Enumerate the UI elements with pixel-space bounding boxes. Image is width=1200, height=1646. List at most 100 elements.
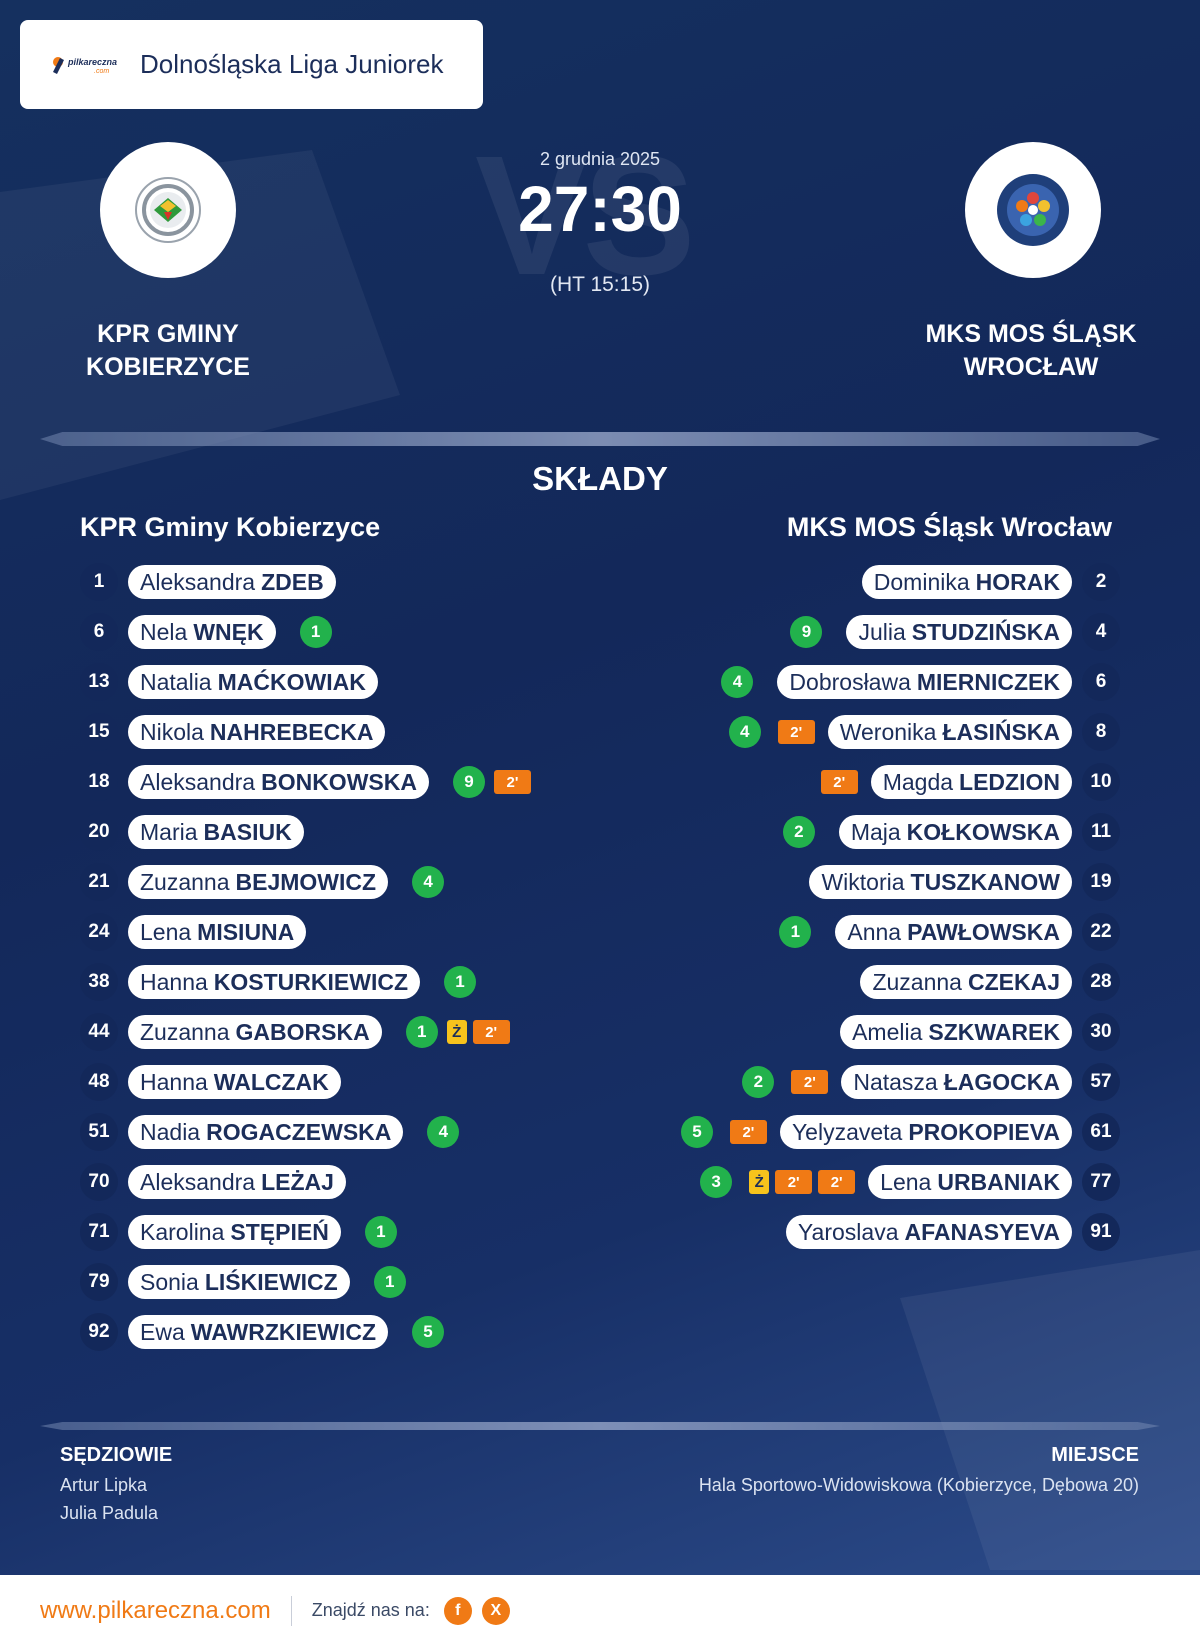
player-name[interactable]: Zuzanna BEJMOWICZ xyxy=(128,865,389,899)
player-last-name: LEŻAJ xyxy=(261,1168,334,1195)
player-first-name: Anna xyxy=(847,918,902,945)
player-name[interactable]: Aleksandra BONKOWSKA xyxy=(128,765,429,799)
player-name[interactable]: Wiktoria TUSZKANOW xyxy=(809,865,1072,899)
player-name[interactable]: Hanna KOSTURKIEWICZ xyxy=(128,965,420,999)
player-row[interactable]: 13 Natalia MAĆKOWIAK xyxy=(80,657,534,707)
player-first-name: Weronika xyxy=(839,718,937,745)
player-row[interactable]: 92 Ewa WAWRZKIEWICZ 5 xyxy=(80,1307,534,1357)
referees-title: SĘDZIOWIE xyxy=(60,1444,173,1466)
player-row[interactable]: 11 Maja KOŁKOWSKA 2 xyxy=(675,807,1120,857)
player-row[interactable]: 22 Anna PAWŁOWSKA 1 xyxy=(675,907,1120,957)
player-row[interactable]: 18 Aleksandra BONKOWSKA 9 2' xyxy=(80,757,534,807)
player-last-name: ZDEB xyxy=(261,568,324,595)
player-number: 22 xyxy=(1082,913,1120,951)
player-row[interactable]: 61 Yelyzaveta PROKOPIEVA 2' 5 xyxy=(675,1107,1120,1157)
player-name[interactable]: Yaroslava AFANASYEVA xyxy=(785,1215,1072,1249)
player-number: 79 xyxy=(80,1263,118,1301)
x-icon[interactable]: X xyxy=(481,1596,510,1625)
player-row[interactable]: 71 Karolina STĘPIEŃ 1 xyxy=(80,1207,534,1257)
player-name[interactable]: Julia STUDZIŃSKA xyxy=(846,615,1072,649)
player-row[interactable]: 20 Maria BASIUK xyxy=(80,807,534,857)
player-name[interactable]: Amelia SZKWAREK xyxy=(840,1015,1072,1049)
player-number: 48 xyxy=(80,1063,118,1101)
player-row[interactable]: 38 Hanna KOSTURKIEWICZ 1 xyxy=(80,957,534,1007)
player-number: 19 xyxy=(1082,863,1120,901)
player-row[interactable]: 2 Dominika HORAK xyxy=(675,557,1120,607)
venue-title: MIEJSCE xyxy=(1051,1444,1139,1466)
player-first-name: Aleksandra xyxy=(140,568,256,595)
player-name[interactable]: Zuzanna GABORSKA xyxy=(128,1015,382,1049)
player-last-name: WALCZAK xyxy=(213,1068,329,1095)
player-name[interactable]: Lena MISIUNA xyxy=(128,915,307,949)
player-name[interactable]: Karolina STĘPIEŃ xyxy=(128,1215,341,1249)
pilkareczna-logo[interactable]: pilkareczna .com xyxy=(50,50,122,80)
player-name[interactable]: Maja KOŁKOWSKA xyxy=(838,815,1072,849)
player-name[interactable]: Natasza ŁAGOCKA xyxy=(841,1065,1072,1099)
player-row[interactable]: 51 Nadia ROGACZEWSKA 4 xyxy=(80,1107,534,1157)
player-name[interactable]: Weronika ŁASIŃSKA xyxy=(827,715,1072,749)
svg-text:.com: .com xyxy=(94,68,109,75)
player-name[interactable]: Dominika HORAK xyxy=(861,565,1072,599)
player-row[interactable]: 1 Aleksandra ZDEB xyxy=(80,557,534,607)
player-row[interactable]: 48 Hanna WALCZAK xyxy=(80,1057,534,1107)
player-name[interactable]: Magda LEDZION xyxy=(870,765,1072,799)
player-row[interactable]: 30 Amelia SZKWAREK xyxy=(675,1007,1120,1057)
player-row[interactable]: 57 Natasza ŁAGOCKA 2' 2 xyxy=(675,1057,1120,1107)
player-last-name: ŁASIŃSKA xyxy=(942,718,1060,745)
player-first-name: Lena xyxy=(140,918,192,945)
player-first-name: Natasza xyxy=(853,1068,938,1095)
player-first-name: Aleksandra xyxy=(140,768,256,795)
player-number: 13 xyxy=(80,663,118,701)
league-title: Dolnośląska Liga Juniorek xyxy=(140,49,444,79)
home-team-name[interactable]: KPR GMINY KOBIERZYCE xyxy=(38,318,298,384)
player-number: 71 xyxy=(80,1213,118,1251)
player-name[interactable]: Maria BASIUK xyxy=(128,815,304,849)
player-number: 18 xyxy=(80,763,118,801)
goals-badge: 4 xyxy=(728,716,761,748)
player-name[interactable]: Nadia ROGACZEWSKA xyxy=(128,1115,404,1149)
home-team-crest[interactable] xyxy=(100,142,236,278)
goals-badge: 1 xyxy=(373,1266,406,1298)
player-last-name: LIŚKIEWICZ xyxy=(204,1268,338,1295)
player-row[interactable]: 44 Zuzanna GABORSKA 1 Ż 2' xyxy=(80,1007,534,1057)
player-row[interactable]: 21 Zuzanna BEJMOWICZ 4 xyxy=(80,857,534,907)
venue-name: Hala Sportowo-Widowiskowa (Kobierzyce, D… xyxy=(698,1475,1139,1495)
player-row[interactable]: 15 Nikola NAHREBECKA xyxy=(80,707,534,757)
player-row[interactable]: 4 Julia STUDZIŃSKA 9 xyxy=(675,607,1120,657)
player-name[interactable]: Lena URBANIAK xyxy=(868,1165,1072,1199)
player-name[interactable]: Aleksandra LEŻAJ xyxy=(128,1165,346,1199)
footer-separator xyxy=(290,1595,292,1626)
player-row[interactable]: 70 Aleksandra LEŻAJ xyxy=(80,1157,534,1207)
player-name[interactable]: Nikola NAHREBECKA xyxy=(128,715,386,749)
player-last-name: SZKWAREK xyxy=(928,1018,1060,1045)
player-name[interactable]: Ewa WAWRZKIEWICZ xyxy=(128,1315,388,1349)
player-last-name: BEJMOWICZ xyxy=(235,868,377,895)
player-number: 44 xyxy=(80,1013,118,1051)
player-row[interactable]: 28 Zuzanna CZEKAJ xyxy=(675,957,1120,1007)
player-name[interactable]: Yelyzaveta PROKOPIEVA xyxy=(779,1115,1072,1149)
player-row[interactable]: 6 Nela WNĘK 1 xyxy=(80,607,534,657)
player-name[interactable]: Natalia MAĆKOWIAK xyxy=(128,665,378,699)
player-row[interactable]: 79 Sonia LIŚKIEWICZ 1 xyxy=(80,1257,534,1307)
player-row[interactable]: 10 Magda LEDZION 2' xyxy=(675,757,1120,807)
away-team-crest[interactable] xyxy=(965,142,1101,278)
player-row[interactable]: 19 Wiktoria TUSZKANOW xyxy=(675,857,1120,907)
player-row[interactable]: 8 Weronika ŁASIŃSKA 2' 4 xyxy=(675,707,1120,757)
player-name[interactable]: Nela WNĘK xyxy=(128,615,276,649)
goals-badge: 9 xyxy=(452,766,485,798)
player-name[interactable]: Zuzanna CZEKAJ xyxy=(860,965,1072,999)
player-name[interactable]: Sonia LIŚKIEWICZ xyxy=(128,1265,350,1299)
player-row[interactable]: 24 Lena MISIUNA xyxy=(80,907,534,957)
away-team-name[interactable]: MKS MOS ŚLĄSK WROCŁAW xyxy=(901,318,1161,384)
player-name[interactable]: Dobrosława MIERNICZEK xyxy=(777,665,1072,699)
facebook-icon[interactable]: f xyxy=(443,1596,472,1625)
goals-badge: 1 xyxy=(444,966,476,998)
player-name[interactable]: Anna PAWŁOWSKA xyxy=(835,915,1072,949)
website-link[interactable]: www.pilkareczna.com xyxy=(40,1596,271,1624)
player-row[interactable]: 6 Dobrosława MIERNICZEK 4 xyxy=(675,657,1120,707)
player-name[interactable]: Aleksandra ZDEB xyxy=(128,565,336,599)
player-row[interactable]: 91 Yaroslava AFANASYEVA xyxy=(675,1207,1120,1257)
player-row[interactable]: 77 Lena URBANIAK 2' 2' Ż 3 xyxy=(675,1157,1120,1207)
player-name[interactable]: Hanna WALCZAK xyxy=(128,1065,341,1099)
player-last-name: MIERNICZEK xyxy=(916,668,1060,695)
